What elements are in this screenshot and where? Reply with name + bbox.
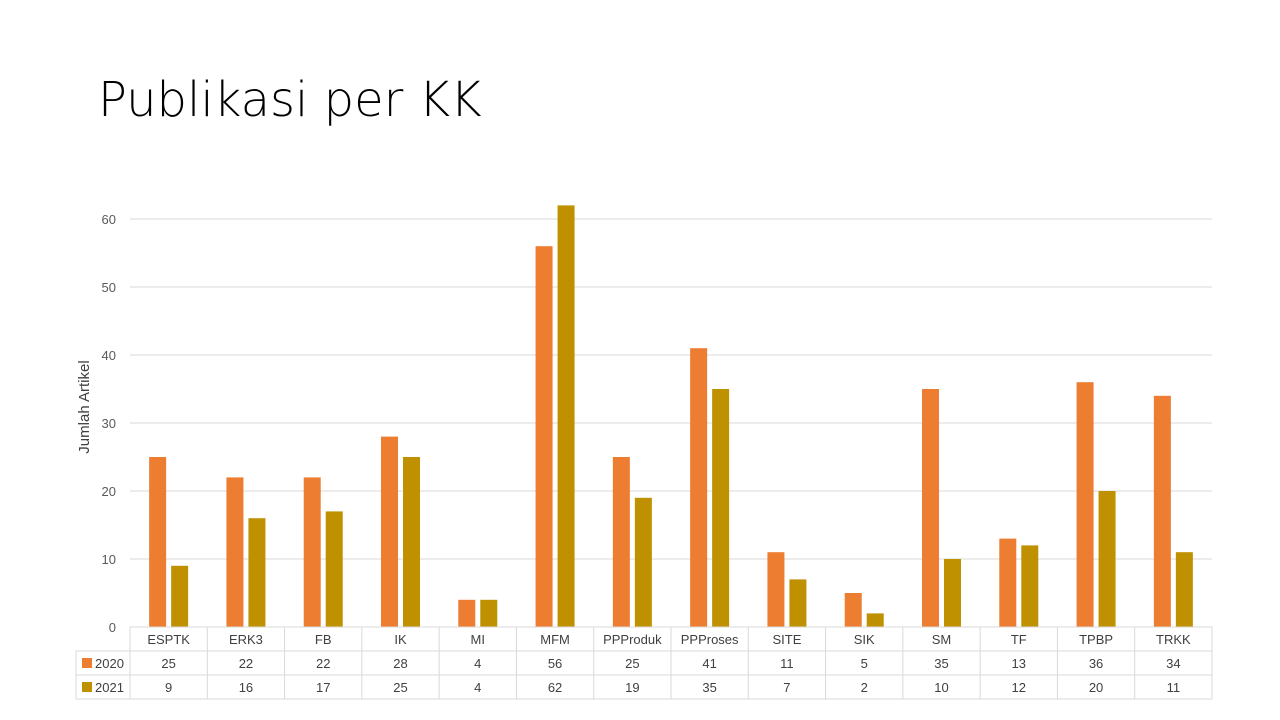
data-label: 34 <box>1166 656 1180 671</box>
bar-2020-SITE <box>767 552 785 627</box>
bar-2021-TRKK <box>1175 552 1193 627</box>
y-tick-label: 30 <box>102 416 116 431</box>
y-tick-label: 60 <box>102 212 116 227</box>
data-label: 25 <box>625 656 639 671</box>
bar-2020-TF <box>999 538 1017 627</box>
x-tick-label: TF <box>1011 632 1027 647</box>
x-tick-label: MI <box>471 632 485 647</box>
x-tick-label: TRKK <box>1156 632 1191 647</box>
data-label: 5 <box>861 656 868 671</box>
y-tick-label: 0 <box>109 620 116 635</box>
bar-2020-FB <box>303 477 321 627</box>
x-tick-label: FB <box>315 632 332 647</box>
data-label: 11 <box>1167 680 1181 695</box>
data-label: 35 <box>702 680 716 695</box>
data-label: 11 <box>780 656 794 671</box>
data-label: 22 <box>316 656 330 671</box>
bar-2021-SM <box>944 559 961 627</box>
bar-2020-PPProduk <box>612 457 630 627</box>
y-tick-label: 50 <box>102 280 116 295</box>
x-tick-label: ERK3 <box>229 632 263 647</box>
bar-2021-SIK <box>866 613 884 627</box>
data-label: 9 <box>165 680 172 695</box>
bar-2021-MI <box>480 599 498 627</box>
data-label: 35 <box>934 656 948 671</box>
x-tick-label: PPProduk <box>603 632 662 647</box>
bar-2020-SM <box>922 389 939 627</box>
bar-2020-ESPTK <box>149 457 167 627</box>
bar-2020-TRKK <box>1153 395 1171 627</box>
x-tick-label: SM <box>932 632 952 647</box>
bar-2021-ESPTK <box>171 565 189 627</box>
data-label: 19 <box>625 680 639 695</box>
data-label: 2 <box>861 680 868 695</box>
x-tick-label: PPProses <box>681 632 739 647</box>
data-label: 25 <box>393 680 407 695</box>
legend-key-2020 <box>82 658 92 668</box>
data-label: 20 <box>1089 680 1103 695</box>
x-tick-label: TPBP <box>1079 632 1113 647</box>
bar-2021-ERK3 <box>248 518 266 627</box>
data-label: 22 <box>239 656 253 671</box>
data-label: 25 <box>161 656 175 671</box>
data-label: 4 <box>474 680 481 695</box>
data-label: 7 <box>783 680 790 695</box>
data-label: 13 <box>1012 656 1026 671</box>
bar-2021-PPProduk <box>634 497 652 627</box>
data-label: 28 <box>393 656 407 671</box>
y-tick-label: 40 <box>102 348 116 363</box>
bar-2021-MFM <box>557 205 575 627</box>
bar-2021-PPProses <box>712 389 730 627</box>
data-label: 12 <box>1012 680 1026 695</box>
bars <box>149 205 1193 627</box>
data-label: 10 <box>934 680 948 695</box>
bar-2020-PPProses <box>690 348 708 627</box>
x-tick-label: SITE <box>772 632 801 647</box>
x-tick-label: ESPTK <box>147 632 190 647</box>
y-axis-title: Jumlah Artikel <box>76 360 93 453</box>
data-table: ESPTK ERK3 FB IK MI MFM PPProduk PPProses SITE SI… <box>75 626 1213 700</box>
data-label: 62 <box>548 680 562 695</box>
data-label: 41 <box>702 656 716 671</box>
bar-2020-MFM <box>535 246 553 627</box>
data-label: 17 <box>316 680 330 695</box>
bar-2020-SIK <box>844 593 862 627</box>
y-tick-label: 20 <box>102 484 116 499</box>
data-label: 4 <box>474 656 481 671</box>
bar-2020-ERK3 <box>226 477 244 627</box>
y-tick-label: 10 <box>102 552 116 567</box>
bar-2021-TF <box>1021 545 1039 627</box>
legend-label: 2021 <box>95 680 124 695</box>
slide-title: Publikasi per KK <box>98 72 482 128</box>
x-tick-label: MFM <box>540 632 570 647</box>
x-tick-label: SIK <box>854 632 875 647</box>
legend-label: 2020 <box>95 656 124 671</box>
x-tick-label: IK <box>394 632 407 647</box>
bar-2021-SITE <box>789 579 807 627</box>
bar-2020-TPBP <box>1076 382 1094 627</box>
bar-2020-MI <box>458 599 476 627</box>
gridlines <box>130 218 1212 628</box>
data-label: 36 <box>1089 656 1103 671</box>
legend-key-2021 <box>82 682 92 692</box>
y-axis-ticks: 0 10 20 30 40 50 60 <box>102 212 116 635</box>
bar-2020-IK <box>381 436 398 627</box>
data-label: 16 <box>239 680 253 695</box>
bar-2021-TPBP <box>1098 491 1116 627</box>
bar-2021-FB <box>325 511 343 627</box>
bar-2021-IK <box>403 457 420 627</box>
data-label: 56 <box>548 656 562 671</box>
